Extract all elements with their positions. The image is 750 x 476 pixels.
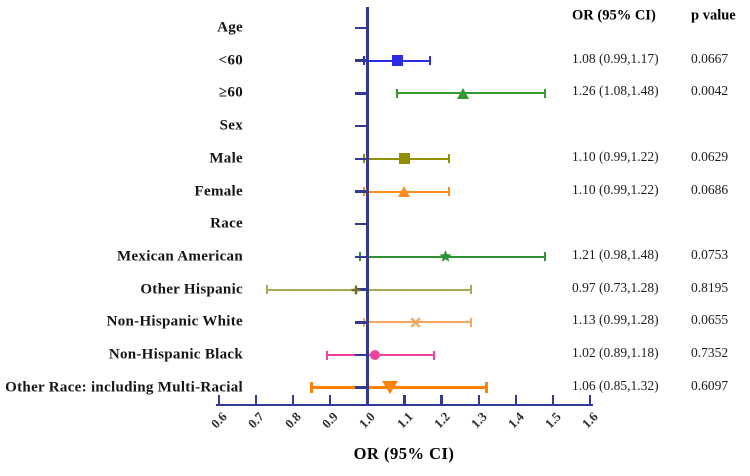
row-label: <60 <box>218 52 243 69</box>
row-label: Mexican American <box>116 248 243 265</box>
y-axis-tick <box>355 157 368 161</box>
ci-cap <box>484 382 488 394</box>
ci-cap <box>470 317 473 327</box>
x-tick-label: 1.6 <box>578 409 601 432</box>
ci-cap <box>544 88 547 98</box>
or-ci-value: 1.02 (0.89,1.18) <box>572 345 659 360</box>
or-ci-value: 1.08 (0.99,1.17) <box>572 50 659 66</box>
p-value: 0.0042 <box>691 83 729 99</box>
ci-cap <box>429 56 432 66</box>
y-axis-tick <box>355 59 368 62</box>
y-axis-tick <box>355 124 368 128</box>
row-label: Non-Hispanic Black <box>108 346 243 363</box>
x-axis-tick <box>254 395 258 404</box>
y-axis-tick <box>355 321 368 324</box>
x-axis-tick <box>329 395 332 404</box>
ci-cap <box>396 88 399 98</box>
ci-cap <box>433 350 436 360</box>
group-row-label: Sex <box>219 117 243 134</box>
row-label: Other Race: including Multi-Racial <box>5 379 243 396</box>
x-axis-tick <box>217 395 221 404</box>
y-axis-tick <box>355 386 368 389</box>
p-value: 0.0686 <box>691 181 729 197</box>
x-axis-tick <box>588 395 592 404</box>
ci-cap <box>325 350 328 360</box>
x-tick-label: 1.2 <box>430 409 453 432</box>
marker-square <box>399 153 410 165</box>
p-value: 0.0667 <box>691 50 729 66</box>
x-tick-label: 0.6 <box>207 409 230 432</box>
x-tick-label: 1.1 <box>393 409 416 432</box>
p-value: 0.6097 <box>691 377 729 393</box>
marker-triangle-up <box>457 87 470 99</box>
y-axis-tick <box>355 26 368 30</box>
ci-cap <box>310 382 314 394</box>
x-tick-label: 0.9 <box>319 409 342 432</box>
ci-line <box>363 321 472 324</box>
x-axis-tick <box>514 395 517 404</box>
y-axis-tick <box>355 92 368 95</box>
ci-cap <box>544 252 547 262</box>
ci-line <box>326 354 435 356</box>
x-axis-tick <box>292 395 295 404</box>
x-axis-tick <box>366 395 369 404</box>
row-label: ≥60 <box>218 84 243 101</box>
y-axis-tick <box>355 222 368 226</box>
x-tick-label: 1.4 <box>504 409 527 432</box>
marker-triangle-down <box>381 381 398 395</box>
ci-cap <box>470 285 473 295</box>
p-value: 0.0629 <box>691 148 729 164</box>
row-label: Other Hispanic <box>140 281 243 298</box>
x-axis-tick <box>477 395 480 404</box>
y-axis-tick <box>355 353 368 357</box>
x-tick-label: 1.0 <box>356 409 379 432</box>
y-axis-tick <box>355 288 368 291</box>
or-ci-value: 1.06 (0.85,1.32) <box>572 377 659 393</box>
x-tick-label: 1.3 <box>467 409 490 432</box>
reference-line <box>366 7 369 407</box>
group-row-label: Race <box>210 215 243 232</box>
ci-line <box>267 288 472 291</box>
ci-line <box>397 92 546 95</box>
x-axis-tick <box>551 395 555 404</box>
marker-x <box>410 317 421 328</box>
or-ci-value: 1.10 (0.99,1.22) <box>572 181 659 197</box>
group-row-label: Age <box>217 19 243 36</box>
x-axis-title: OR (95% CI) <box>353 444 455 463</box>
p-value-column-header: p value <box>691 7 736 24</box>
p-value: 0.7352 <box>691 345 729 360</box>
ci-cap <box>266 285 269 295</box>
x-axis-tick <box>403 395 406 404</box>
row-label: Non-Hispanic White <box>106 313 243 330</box>
x-tick-label: 0.8 <box>281 409 304 432</box>
marker-plus <box>351 285 361 295</box>
p-value: 0.8195 <box>691 279 729 295</box>
or-ci-value: 1.10 (0.99,1.22) <box>572 148 659 164</box>
or-ci-value: 1.21 (0.98,1.48) <box>572 246 659 262</box>
marker-triangle-up <box>398 186 410 197</box>
or-ci-column-header: OR (95% CI) <box>572 7 656 24</box>
p-value: 0.0655 <box>691 312 729 328</box>
ci-line <box>311 386 487 390</box>
p-value: 0.0753 <box>691 246 729 262</box>
row-label: Female <box>194 183 243 199</box>
ci-line <box>359 255 546 258</box>
x-axis-line <box>216 403 593 407</box>
marker-square <box>391 55 403 67</box>
x-tick-label: 0.7 <box>244 409 267 432</box>
or-ci-value: 0.97 (0.73,1.28) <box>572 279 659 295</box>
x-tick-label: 1.5 <box>541 409 564 432</box>
marker-star <box>439 250 452 263</box>
x-axis-tick <box>440 395 443 404</box>
ci-cap <box>448 187 451 196</box>
or-ci-value: 1.26 (1.08,1.48) <box>572 83 659 99</box>
y-axis-tick <box>355 190 368 193</box>
row-label: Male <box>209 150 243 167</box>
or-ci-value: 1.13 (0.99,1.28) <box>572 312 659 328</box>
y-axis-tick <box>355 255 368 259</box>
marker-circle <box>369 350 380 360</box>
ci-cap <box>448 154 451 164</box>
